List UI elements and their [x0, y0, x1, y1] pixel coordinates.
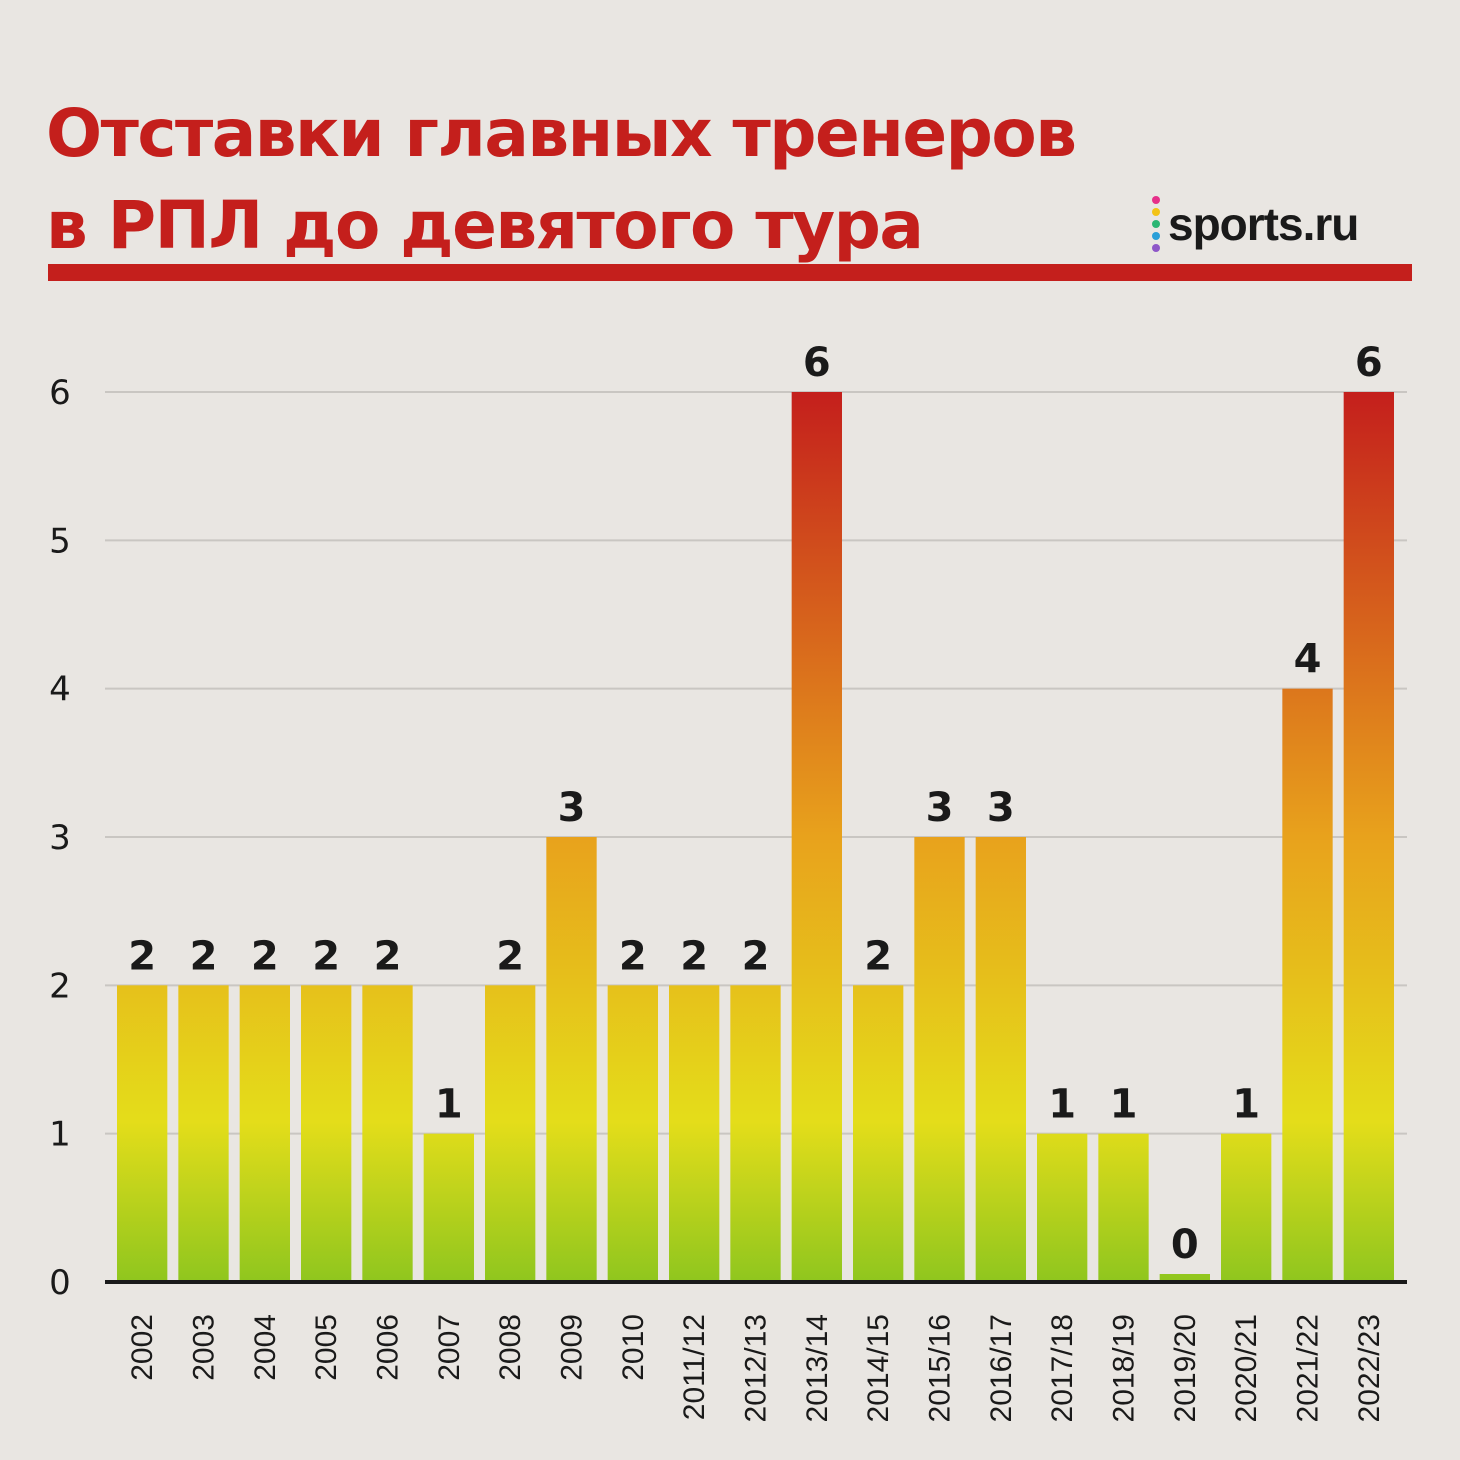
bar [485, 985, 536, 1282]
logo-dot [1152, 220, 1160, 228]
chart-title-line-1: Отставки главных тренеров [46, 95, 1077, 172]
x-tick-label: 2021/22 [1292, 1314, 1325, 1422]
x-tick-label: 2010 [617, 1314, 650, 1381]
bar [975, 837, 1026, 1282]
bar [730, 985, 781, 1282]
logo-dots-icon [1152, 196, 1160, 252]
x-tick-label: 2014/15 [862, 1314, 895, 1422]
bar [1098, 1133, 1149, 1282]
x-tick-label: 2019/20 [1169, 1314, 1202, 1422]
value-label: 2 [128, 933, 156, 979]
x-tick-label: 2005 [310, 1314, 343, 1381]
title-divider [48, 264, 1412, 281]
bar [362, 985, 413, 1282]
x-tick-label: 2008 [494, 1314, 527, 1381]
bar [117, 985, 168, 1282]
logo-dot [1152, 196, 1160, 204]
bar [607, 985, 658, 1282]
bar [1343, 392, 1394, 1282]
x-tick-label: 2006 [372, 1314, 405, 1381]
x-axis-labels: 2002 2003 2004 2005 2006 2007 2008 2009 2010 2011… [126, 1314, 1386, 1422]
value-label: 0 [1171, 1222, 1199, 1268]
value-label: 6 [1355, 340, 1383, 386]
bar [791, 392, 842, 1282]
x-tick-label: 2009 [556, 1314, 589, 1381]
logo-dot [1152, 244, 1160, 252]
x-tick-label: 2002 [126, 1314, 159, 1381]
logo-text: sports.ru [1168, 198, 1359, 250]
y-tick-label: 3 [49, 818, 71, 858]
value-label: 4 [1294, 637, 1322, 683]
y-tick-label: 1 [49, 1115, 71, 1155]
y-tick-label: 5 [49, 521, 71, 561]
x-tick-label: 2013/14 [801, 1314, 834, 1422]
value-label: 2 [312, 933, 340, 979]
value-label: 2 [742, 933, 770, 979]
y-tick-label: 2 [49, 966, 71, 1006]
logo-dot [1152, 208, 1160, 216]
value-label: 1 [1110, 1082, 1138, 1128]
bar [546, 837, 597, 1282]
bar [1159, 1274, 1210, 1282]
value-label: 1 [1048, 1082, 1076, 1128]
value-label: 6 [803, 340, 831, 386]
x-tick-label: 2007 [433, 1314, 466, 1381]
value-label: 2 [496, 933, 524, 979]
value-label: 3 [987, 785, 1015, 831]
x-tick-label: 2011/12 [678, 1314, 711, 1420]
value-label: 2 [190, 933, 218, 979]
bar [669, 985, 720, 1282]
x-tick-label: 2004 [249, 1314, 282, 1381]
bar [914, 837, 965, 1282]
sports-ru-logo: sports.ru [1152, 196, 1359, 252]
bar [423, 1133, 474, 1282]
y-tick-label: 6 [49, 373, 71, 413]
value-label: 1 [435, 1082, 463, 1128]
logo-dot [1152, 232, 1160, 240]
x-tick-label: 2016/17 [985, 1314, 1018, 1422]
value-label: 3 [558, 785, 586, 831]
x-tick-label: 2003 [188, 1314, 221, 1381]
x-tick-label: 2015/16 [924, 1314, 957, 1422]
y-axis-labels: 0 1 2 3 4 5 6 [49, 373, 71, 1303]
value-label: 3 [926, 785, 954, 831]
x-tick-label: 2017/18 [1046, 1314, 1079, 1422]
value-label: 2 [619, 933, 647, 979]
bar [853, 985, 904, 1282]
bar [1037, 1133, 1088, 1282]
value-label: 2 [680, 933, 708, 979]
value-label: 2 [374, 933, 402, 979]
bar [1282, 688, 1333, 1282]
bars [117, 392, 1394, 1282]
bar [239, 985, 290, 1282]
x-tick-label: 2022/23 [1353, 1314, 1386, 1422]
value-label: 2 [864, 933, 892, 979]
x-tick-label: 2012/13 [740, 1314, 773, 1422]
y-tick-label: 4 [49, 670, 71, 710]
value-label: 1 [1232, 1082, 1260, 1128]
bar [1221, 1133, 1272, 1282]
bar [301, 985, 352, 1282]
chart-title-line-2: в РПЛ до девятого тура [46, 187, 924, 264]
bar [178, 985, 229, 1282]
value-label: 2 [251, 933, 279, 979]
chart-title: Отставки главных тренеров в РПЛ до девят… [46, 88, 1077, 272]
x-tick-label: 2020/21 [1230, 1314, 1263, 1422]
x-tick-label: 2018/19 [1108, 1314, 1141, 1422]
y-tick-label: 0 [49, 1263, 71, 1303]
